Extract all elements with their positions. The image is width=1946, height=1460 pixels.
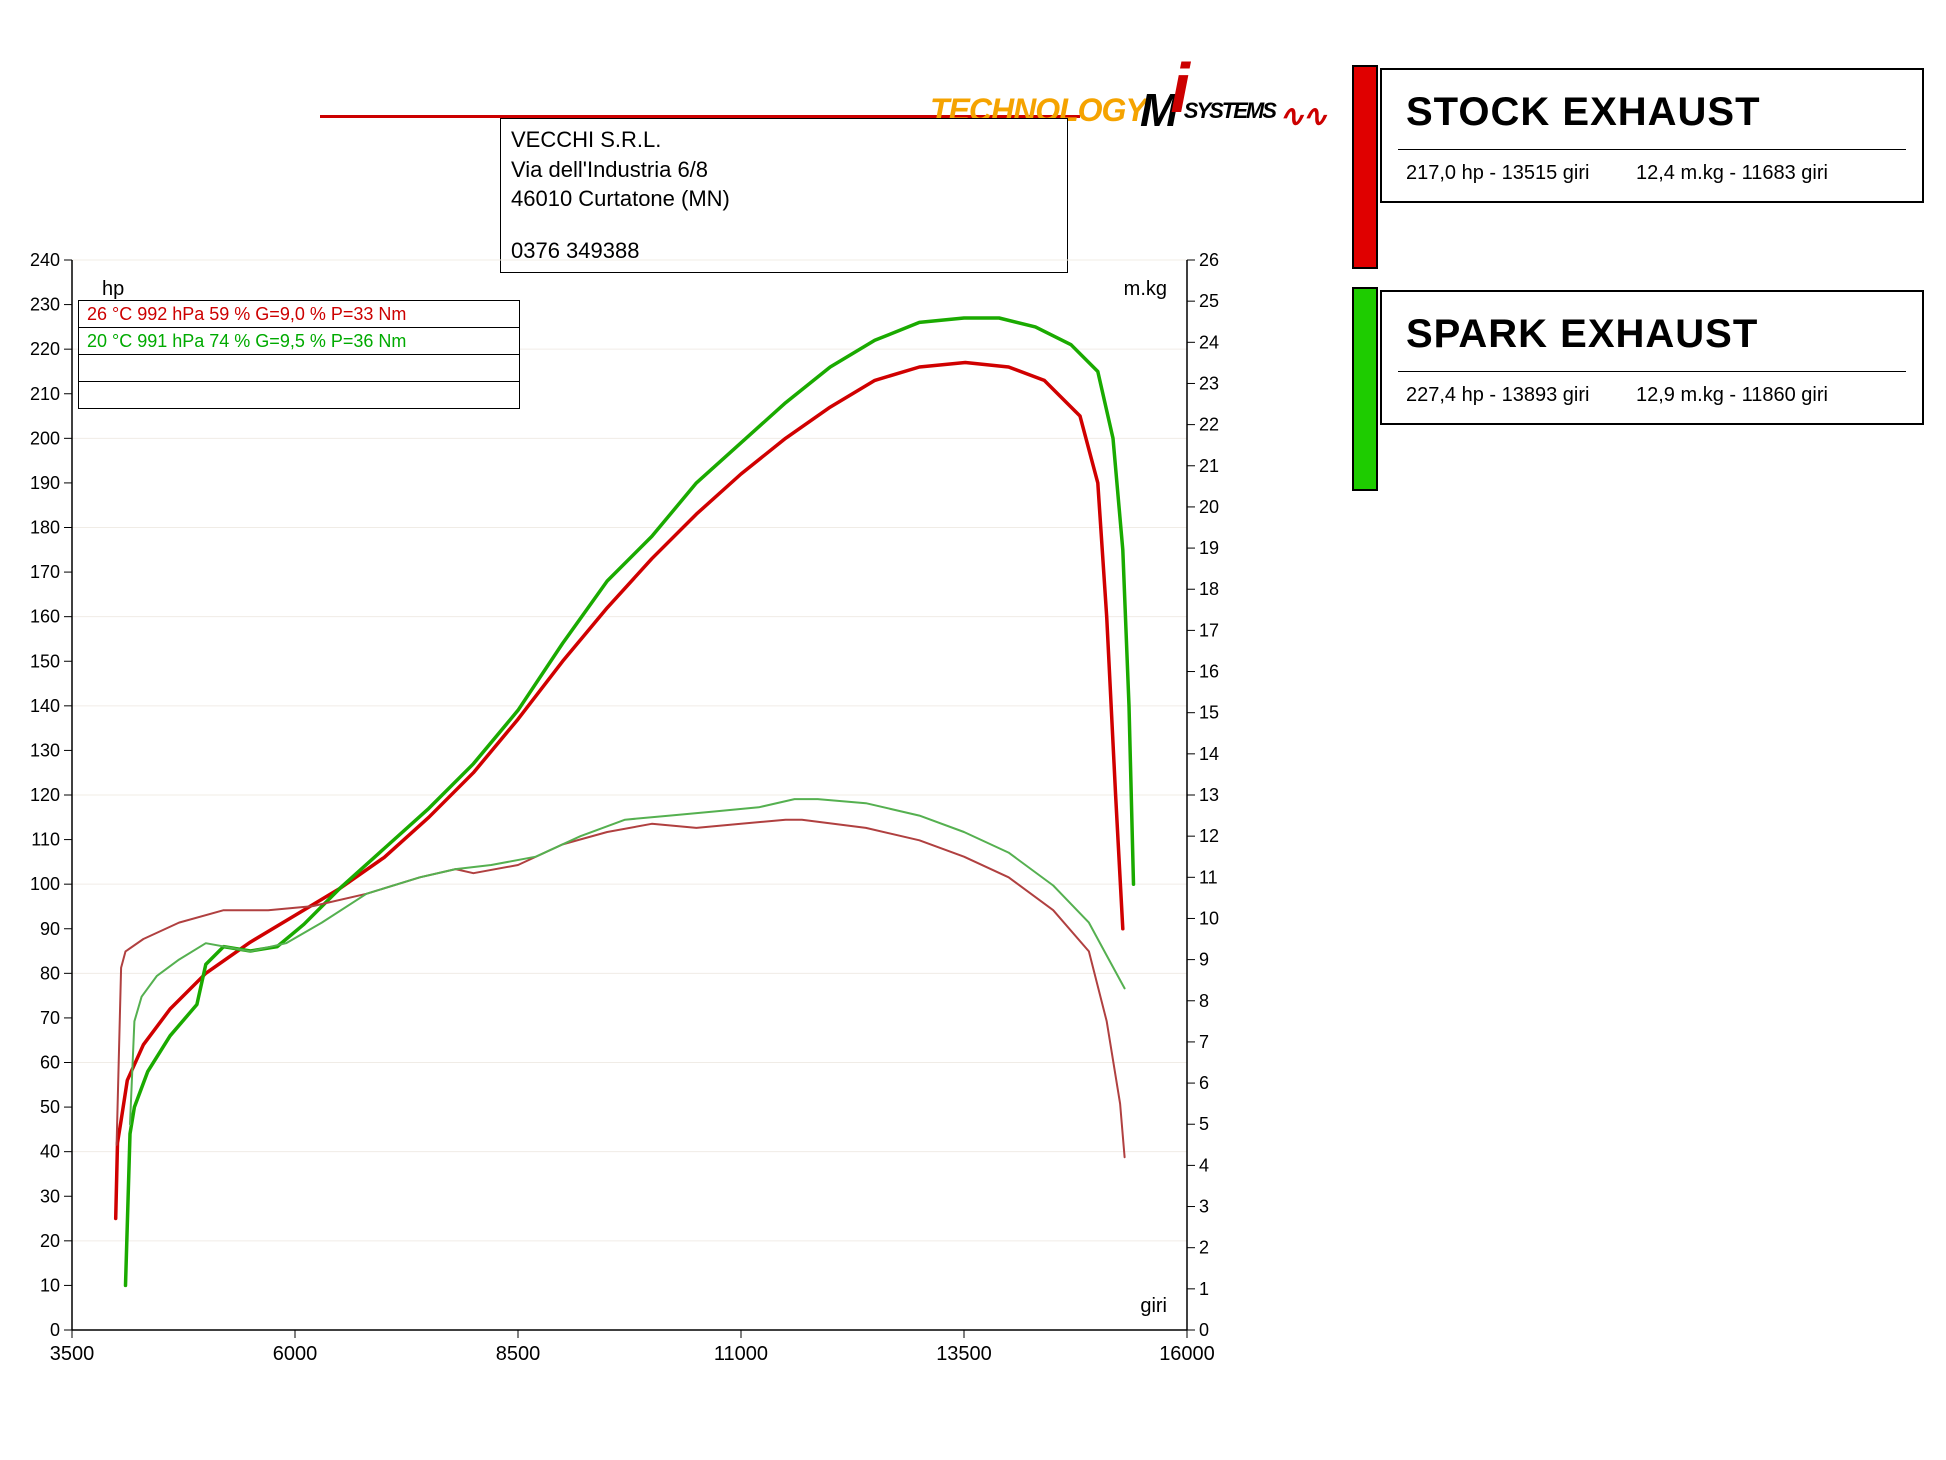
svg-text:11000: 11000 xyxy=(714,1343,768,1365)
svg-text:20: 20 xyxy=(40,1231,60,1251)
company-info-line xyxy=(511,214,1057,236)
svg-text:16000: 16000 xyxy=(1159,1343,1215,1365)
svg-text:25: 25 xyxy=(1199,291,1219,311)
dyno-chart: 0102030405060708090100110120130140150160… xyxy=(17,250,1252,1400)
svg-text:15: 15 xyxy=(1199,703,1219,723)
spark-hp-value: 227,4 hp - 13893 giri xyxy=(1406,384,1636,407)
mi-systems-logo: MiSYSTEMS∿∿ xyxy=(1140,62,1325,142)
svg-text:2: 2 xyxy=(1199,1238,1209,1258)
company-info-line: Via dell'Industria 6/8 xyxy=(511,155,1057,185)
stock-torque-value: 12,4 m.kg - 11683 giri xyxy=(1636,162,1866,185)
stock-result-box: STOCK EXHAUST217,0 hp - 13515 giri12,4 m… xyxy=(1380,68,1924,203)
svg-text:100: 100 xyxy=(30,874,60,894)
svg-text:19: 19 xyxy=(1199,538,1219,558)
svg-text:0: 0 xyxy=(50,1320,60,1340)
svg-text:13500: 13500 xyxy=(936,1343,992,1365)
conditions-legend-table: 26 °C 992 hPa 59 % G=9,0 % P=33 Nm20 °C … xyxy=(78,300,520,409)
svg-text:230: 230 xyxy=(30,295,60,315)
legend-row: 26 °C 992 hPa 59 % G=9,0 % P=33 Nm xyxy=(79,301,519,328)
svg-text:10: 10 xyxy=(40,1275,60,1295)
spark-title: SPARK EXHAUST xyxy=(1382,292,1922,371)
svg-text:23: 23 xyxy=(1199,373,1219,393)
svg-text:160: 160 xyxy=(30,607,60,627)
svg-text:1: 1 xyxy=(1199,1279,1209,1299)
svg-text:16: 16 xyxy=(1199,662,1219,682)
mkg-axis-label: m.kg xyxy=(1124,278,1167,300)
stock-title: STOCK EXHAUST xyxy=(1382,70,1922,149)
hp-axis-label: hp xyxy=(102,278,124,300)
svg-text:210: 210 xyxy=(30,384,60,404)
svg-text:6: 6 xyxy=(1199,1073,1209,1093)
svg-text:140: 140 xyxy=(30,696,60,716)
legend-row xyxy=(79,355,519,382)
stock-hp-value: 217,0 hp - 13515 giri xyxy=(1406,162,1636,185)
svg-text:170: 170 xyxy=(30,562,60,582)
svg-text:4: 4 xyxy=(1199,1155,1209,1175)
svg-text:180: 180 xyxy=(30,518,60,538)
svg-text:8: 8 xyxy=(1199,991,1209,1011)
spark-color-bar xyxy=(1352,287,1378,491)
svg-text:200: 200 xyxy=(30,428,60,448)
svg-text:3: 3 xyxy=(1199,1197,1209,1217)
svg-text:90: 90 xyxy=(40,919,60,939)
svg-text:20: 20 xyxy=(1199,497,1219,517)
spark-torque-value: 12,9 m.kg - 11860 giri xyxy=(1636,384,1866,407)
svg-text:26: 26 xyxy=(1199,250,1219,270)
svg-text:220: 220 xyxy=(30,339,60,359)
spark-values: 227,4 hp - 13893 giri12,9 m.kg - 11860 g… xyxy=(1382,372,1922,423)
svg-text:9: 9 xyxy=(1199,950,1209,970)
svg-text:21: 21 xyxy=(1199,456,1219,476)
svg-text:110: 110 xyxy=(31,830,60,850)
svg-text:3500: 3500 xyxy=(50,1343,95,1365)
legend-row: 20 °C 991 hPa 74 % G=9,5 % P=36 Nm xyxy=(79,328,519,355)
svg-text:0: 0 xyxy=(1199,1320,1209,1340)
svg-text:18: 18 xyxy=(1199,579,1219,599)
svg-text:30: 30 xyxy=(40,1186,60,1206)
svg-text:10: 10 xyxy=(1199,908,1219,928)
svg-text:8500: 8500 xyxy=(496,1343,541,1365)
stock-values: 217,0 hp - 13515 giri12,4 m.kg - 11683 g… xyxy=(1382,150,1922,201)
svg-text:17: 17 xyxy=(1199,620,1219,640)
svg-text:150: 150 xyxy=(30,651,60,671)
svg-text:22: 22 xyxy=(1199,415,1219,435)
legend-row xyxy=(79,382,519,408)
company-info-line: VECCHI S.R.L. xyxy=(511,125,1057,155)
svg-text:50: 50 xyxy=(40,1097,60,1117)
series-stock-torque xyxy=(117,820,1125,1157)
svg-text:130: 130 xyxy=(30,740,60,760)
company-info-line: 46010 Curtatone (MN) xyxy=(511,184,1057,214)
stock-color-bar xyxy=(1352,65,1378,269)
svg-text:5: 5 xyxy=(1199,1114,1209,1134)
svg-text:11: 11 xyxy=(1199,867,1218,887)
series-spark-torque xyxy=(130,799,1125,1124)
svg-text:240: 240 xyxy=(30,250,60,270)
spark-result-box: SPARK EXHAUST227,4 hp - 13893 giri12,9 m… xyxy=(1380,290,1924,425)
svg-text:6000: 6000 xyxy=(273,1343,318,1365)
series-spark-hp xyxy=(126,318,1134,1285)
svg-text:14: 14 xyxy=(1199,744,1219,764)
svg-text:70: 70 xyxy=(40,1008,60,1028)
svg-text:80: 80 xyxy=(40,963,60,983)
svg-text:190: 190 xyxy=(30,473,60,493)
svg-text:7: 7 xyxy=(1199,1032,1209,1052)
svg-text:120: 120 xyxy=(30,785,60,805)
svg-text:60: 60 xyxy=(40,1053,60,1073)
svg-text:40: 40 xyxy=(40,1142,60,1162)
svg-text:12: 12 xyxy=(1199,826,1219,846)
svg-text:13: 13 xyxy=(1199,785,1219,805)
series-stock-hp xyxy=(116,363,1123,1219)
svg-text:24: 24 xyxy=(1199,332,1219,352)
giri-axis-label: giri xyxy=(1140,1295,1167,1317)
